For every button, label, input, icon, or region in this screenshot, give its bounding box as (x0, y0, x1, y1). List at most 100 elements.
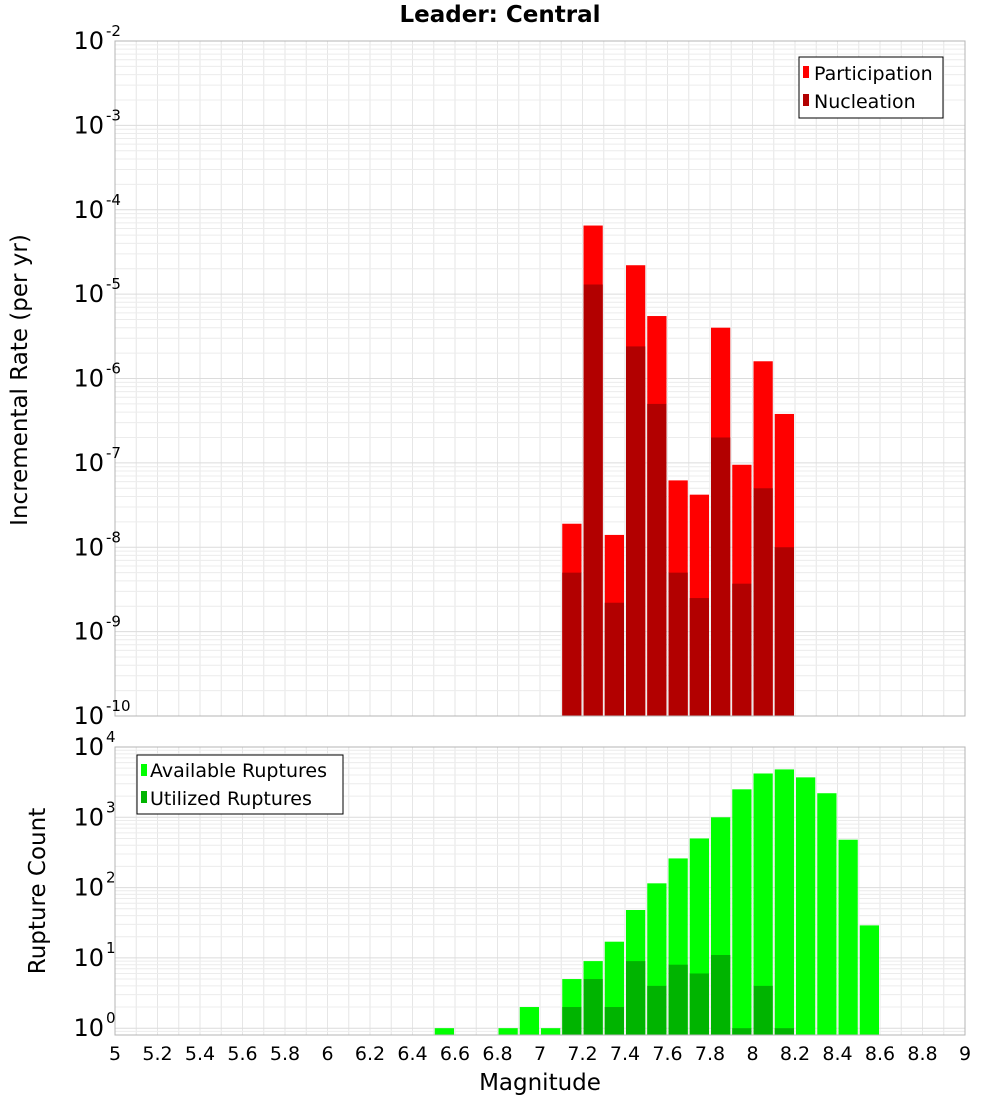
y-tick-label: 10 (73, 1014, 104, 1042)
y-tick-exponent: 1 (106, 939, 116, 957)
bar-nucleation (626, 346, 646, 716)
bar-available (838, 839, 858, 1035)
x-tick-label: 8.8 (907, 1043, 937, 1065)
bar-nucleation (689, 598, 709, 716)
y-tick-label: 10 (73, 733, 104, 761)
y-tick-label: 10 (73, 533, 104, 561)
bar-nucleation (647, 403, 667, 716)
bottom-y-axis-label: Rupture Count (25, 808, 51, 974)
bar-utilized (711, 954, 731, 1035)
bar-available (519, 1007, 539, 1035)
bar-nucleation (583, 284, 603, 716)
x-axis-label: Magnitude (479, 1070, 601, 1096)
legend-label-participation: Participation (814, 63, 933, 85)
y-tick-label: 10 (73, 111, 104, 139)
x-tick-label: 8.6 (865, 1043, 895, 1065)
bar-utilized (732, 1028, 752, 1035)
x-tick-label: 6.8 (482, 1043, 512, 1065)
y-tick-exponent: 2 (106, 869, 116, 887)
bar-nucleation (562, 572, 582, 716)
bar-utilized (668, 964, 688, 1035)
y-tick-label: 10 (73, 803, 104, 831)
y-tick-exponent: -8 (106, 528, 121, 546)
legend-label-available: Available Ruptures (150, 760, 327, 782)
y-tick-exponent: 0 (106, 1009, 116, 1027)
top-legend-box (798, 56, 944, 119)
top-bars (562, 225, 794, 716)
y-tick-label: 10 (73, 280, 104, 308)
x-tick-label: 6.2 (355, 1043, 385, 1065)
y-tick-label: 10 (73, 27, 104, 55)
top-y-axis-label: Incremental Rate (per yr) (7, 234, 33, 526)
x-tick-label: 7.4 (610, 1043, 640, 1065)
bar-utilized (604, 1007, 624, 1035)
bar-utilized (647, 985, 667, 1035)
y-tick-exponent: -4 (106, 191, 121, 209)
x-tick-label: 7.8 (695, 1043, 725, 1065)
x-tick-label: 8 (746, 1043, 758, 1065)
x-tick-label: 5.4 (185, 1043, 215, 1065)
y-tick-exponent: -5 (106, 275, 121, 293)
y-tick-exponent: 4 (106, 728, 116, 746)
x-tick-label: 5 (109, 1043, 121, 1065)
y-tick-label: 10 (73, 449, 104, 477)
y-tick-label: 10 (73, 874, 104, 902)
y-tick-exponent: -2 (106, 22, 121, 40)
top-legend: Participation Nucleation (798, 56, 944, 119)
legend-label-utilized: Utilized Ruptures (150, 788, 312, 810)
bar-available (753, 773, 773, 1035)
x-tick-label: 5.6 (227, 1043, 257, 1065)
bar-available (434, 1028, 454, 1035)
legend-label-nucleation: Nucleation (814, 91, 916, 113)
bar-utilized (583, 979, 603, 1035)
bar-utilized (689, 973, 709, 1035)
y-tick-label: 10 (73, 196, 104, 224)
x-tick-label: 5.2 (142, 1043, 172, 1065)
bar-utilized (774, 1028, 794, 1035)
top-plot-frame (114, 40, 966, 717)
bar-nucleation (774, 547, 794, 716)
legend-swatch-utilized (141, 791, 147, 803)
bar-utilized (753, 985, 773, 1035)
top-gridlines (114, 40, 966, 717)
legend-swatch-available (141, 764, 147, 776)
x-tick-label: 8.4 (822, 1043, 852, 1065)
y-tick-label: 10 (73, 702, 104, 730)
y-tick-label: 10 (73, 944, 104, 972)
y-tick-exponent: -7 (106, 444, 121, 462)
legend-swatch-participation (803, 66, 809, 78)
bar-nucleation (604, 602, 624, 716)
bar-available (541, 1028, 561, 1035)
bar-utilized (626, 961, 646, 1035)
bar-nucleation (753, 488, 773, 716)
bar-nucleation (668, 572, 688, 716)
bar-utilized (562, 1007, 582, 1035)
x-tick-label: 6.6 (440, 1043, 470, 1065)
chart-title: Leader: Central (399, 2, 601, 28)
x-tick-label: 6 (321, 1043, 333, 1065)
y-tick-label: 10 (73, 365, 104, 393)
bar-nucleation (732, 583, 752, 716)
y-tick-label: 10 (73, 618, 104, 646)
bar-available (498, 1028, 518, 1035)
bar-available (817, 793, 837, 1035)
legend-swatch-nucleation (803, 94, 809, 106)
bottom-legend: Available Ruptures Utilized Ruptures (136, 754, 344, 815)
y-tick-exponent: 3 (106, 798, 116, 816)
y-tick-exponent: -6 (106, 360, 121, 378)
x-tick-label: 7.6 (652, 1043, 682, 1065)
bar-available (774, 769, 794, 1035)
x-tick-label: 7.2 (567, 1043, 597, 1065)
x-tick-label: 5.8 (270, 1043, 300, 1065)
y-tick-exponent: -9 (106, 613, 121, 631)
bar-available (796, 777, 816, 1035)
x-tick-label: 6.4 (397, 1043, 427, 1065)
x-tick-label: 9 (959, 1043, 971, 1065)
bottom-bars (434, 769, 879, 1035)
bar-available (732, 789, 752, 1035)
bottom-plot-frame (114, 746, 966, 1036)
